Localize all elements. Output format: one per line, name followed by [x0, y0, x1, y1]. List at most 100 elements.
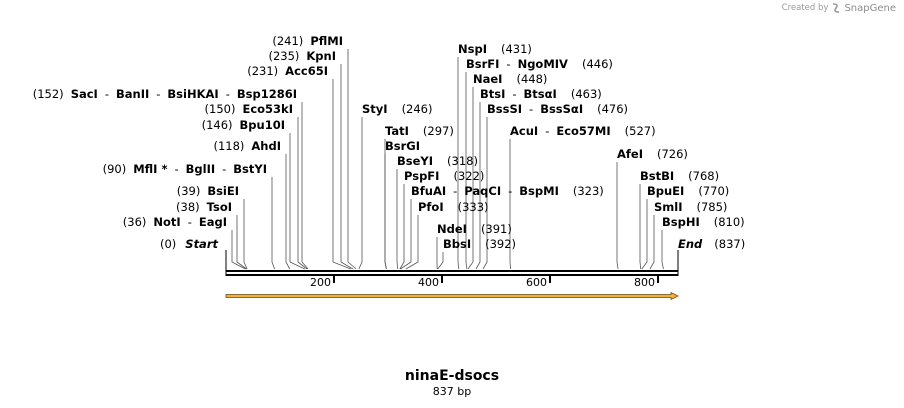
enzyme-name: BsrGI [385, 139, 420, 153]
site-position: (118) [213, 139, 244, 153]
site-label[interactable]: BpuEI (770) [647, 184, 729, 198]
site-leader-line [616, 162, 619, 270]
site-label[interactable]: (118) AhdI [213, 139, 281, 153]
site-leader-line [509, 139, 511, 270]
site-leader-line [289, 133, 306, 270]
restriction-site[interactable]: BfuAI - PaqCI - BspMI (323) [411, 184, 604, 198]
restriction-site[interactable]: BpuEI (770) [647, 184, 729, 198]
enzyme-name: BspHI [662, 215, 700, 229]
restriction-site[interactable]: BtsI - BtsαI (463) [480, 87, 602, 101]
restriction-site[interactable]: AcuI - Eco57MI (527) [510, 124, 656, 138]
site-position: (785) [697, 200, 728, 214]
restriction-site[interactable]: BseYI (318) [397, 154, 478, 168]
restriction-site[interactable]: BstBI (768) [640, 169, 719, 183]
site-label[interactable]: SmlI (785) [654, 200, 727, 214]
site-label[interactable]: BfuAI - PaqCI - BspMI (323) [411, 184, 604, 198]
enzyme-name: TatI [385, 124, 409, 138]
restriction-site[interactable]: (146) Bpu10I [202, 118, 285, 132]
enzyme-name: BstBI [640, 169, 674, 183]
restriction-site[interactable]: PfoI (333) [418, 200, 489, 214]
enzyme-name: KpnI [306, 49, 336, 63]
site-label[interactable]: BsrGI [385, 139, 420, 153]
restriction-site[interactable]: (39) BsiEI [177, 184, 239, 198]
site-label[interactable]: BssSI - BssSαI (476) [487, 102, 628, 116]
site-label[interactable]: (36) NotI - EagI [123, 215, 227, 229]
site-leader-lines [231, 49, 664, 270]
site-label[interactable]: TatI (297) [385, 124, 454, 138]
restriction-site[interactable]: BbsI (392) [443, 237, 516, 251]
restriction-site[interactable]: BssSI - BssSαI (476) [487, 102, 628, 116]
restriction-site[interactable]: NdeI (391) [437, 222, 512, 236]
enzyme-name: BpuEI [647, 184, 684, 198]
site-label[interactable]: NdeI (391) [437, 222, 512, 236]
site-label[interactable]: BbsI (392) [443, 237, 516, 251]
sequence-name: ninaE-dsocs [404, 368, 500, 384]
feature-arrow[interactable] [225, 291, 679, 301]
enzyme-name: AfeI [617, 147, 643, 161]
site-label[interactable]: NspI (431) [458, 42, 532, 56]
site-label[interactable]: (39) BsiEI [177, 184, 239, 198]
enzyme-name: BssSI [487, 102, 522, 116]
sequence-map[interactable]: (36) NotI - EagI(38) TsoI(39) BsiEI(90) MflI *… [0, 0, 904, 360]
restriction-site[interactable]: NspI (431) [458, 42, 532, 56]
restriction-site[interactable]: AfeI (726) [617, 147, 688, 161]
site-label[interactable]: BseYI (318) [397, 154, 478, 168]
restriction-site[interactable]: (38) TsoI [176, 200, 232, 214]
restriction-site[interactable]: SmlI (785) [654, 200, 727, 214]
restriction-site[interactable]: (90) MflI * - BglII - BstYI [103, 162, 267, 176]
enzyme-name: EagI [199, 215, 227, 229]
site-position: (146) [202, 118, 233, 132]
site-label[interactable]: (235) KpnI [268, 49, 336, 63]
site-position: (527) [625, 124, 656, 138]
site-label[interactable]: (90) MflI * - BglII - BstYI [103, 162, 267, 176]
site-leader-line [358, 117, 363, 270]
site-label[interactable]: StyI (246) [362, 102, 433, 116]
restriction-site[interactable]: TatI (297) [385, 124, 454, 138]
site-label[interactable]: NaeI (448) [473, 72, 547, 86]
site-position: (770) [698, 184, 729, 198]
site-position: (152) [33, 87, 64, 101]
enzyme-name: MflI * [133, 162, 167, 176]
site-label[interactable]: (231) Acc65I [247, 64, 328, 78]
site-leader-line [332, 79, 351, 270]
enzyme-name: NdeI [437, 222, 467, 236]
ruler-tick-label: 600 [526, 276, 547, 289]
site-label[interactable]: BsrFI - NgoMIV (446) [466, 57, 613, 71]
restriction-site[interactable]: BspHI (810) [662, 215, 745, 229]
site-position: (231) [247, 64, 278, 78]
site-label[interactable]: PspFI (322) [404, 169, 484, 183]
restriction-site[interactable]: BsrFI - NgoMIV (446) [466, 57, 613, 71]
site-label[interactable]: BstBI (768) [640, 169, 719, 183]
site-label[interactable]: BtsI - BtsαI (463) [480, 87, 602, 101]
restriction-site[interactable]: (235) KpnI [268, 49, 336, 63]
enzyme-name: BglII [186, 162, 216, 176]
restriction-site[interactable]: (241) PflMI [272, 34, 343, 48]
restriction-site[interactable]: NaeI (448) [473, 72, 547, 86]
restriction-site[interactable]: StyI (246) [362, 102, 433, 116]
restriction-site[interactable]: (36) NotI - EagI [123, 215, 227, 229]
restriction-site[interactable]: (150) Eco53kI [205, 102, 293, 116]
feature-arrow-shape[interactable] [225, 291, 679, 301]
restriction-site[interactable]: (118) AhdI [213, 139, 281, 153]
enzyme-separator: - [222, 162, 226, 176]
enzyme-separator: - [453, 184, 457, 198]
enzyme-separator: - [512, 87, 516, 101]
site-label[interactable]: (38) TsoI [176, 200, 232, 214]
site-leader-line [661, 230, 664, 270]
site-label[interactable]: AcuI - Eco57MI (527) [510, 124, 656, 138]
site-label[interactable]: AfeI (726) [617, 147, 688, 161]
map-title-block: ninaE-dsocs 837 bp [0, 368, 904, 398]
restriction-site[interactable]: BsrGI [385, 139, 420, 153]
site-label[interactable]: BspHI (810) [662, 215, 745, 229]
restriction-site[interactable]: (231) Acc65I [247, 64, 328, 78]
site-label[interactable]: (241) PflMI [272, 34, 343, 48]
site-label[interactable]: PfoI (333) [418, 200, 489, 214]
site-label[interactable]: (152) SacI - BanII - BsiHKAI - Bsp1286I [33, 87, 297, 101]
ruler-tick-label: 400 [418, 276, 439, 289]
site-label[interactable]: (150) Eco53kI [205, 102, 293, 116]
site-leader-line [236, 215, 247, 270]
restriction-site[interactable]: PspFI (322) [404, 169, 484, 183]
restriction-site[interactable]: (152) SacI - BanII - BsiHKAI - Bsp1286I [33, 87, 297, 101]
site-label[interactable]: (146) Bpu10I [202, 118, 285, 132]
site-position: (150) [205, 102, 236, 116]
